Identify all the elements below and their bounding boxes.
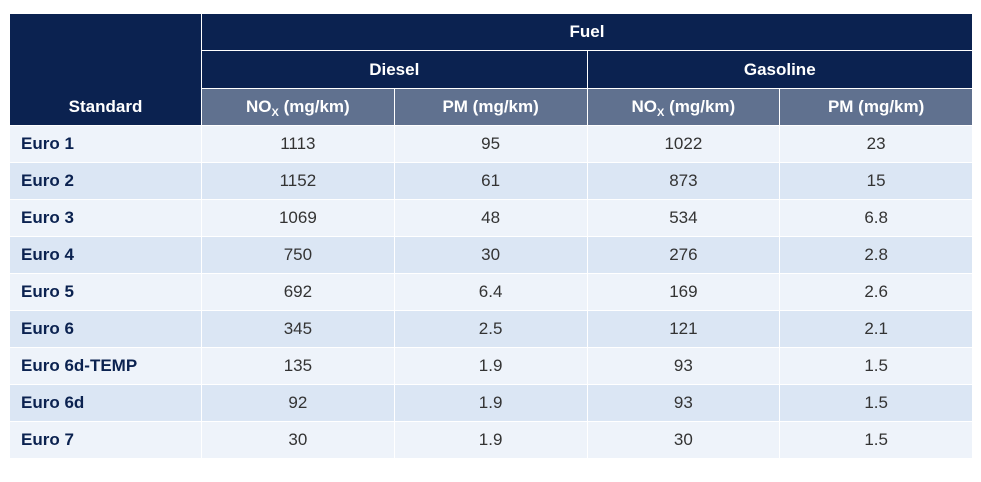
gasoline-nox-cell: 873 — [586, 162, 780, 199]
diesel-pm-cell: 61 — [393, 162, 587, 199]
gasoline-pm-cell: 2.6 — [779, 273, 973, 310]
table-header: Standard Fuel Diesel Gasoline NOX (mg/km… — [10, 14, 973, 125]
standard-cell: Euro 7 — [10, 421, 201, 458]
gasoline-pm-cell: 2.8 — [779, 236, 973, 273]
diesel-header: Diesel — [201, 50, 587, 88]
nox-unit: (mg/km) — [278, 97, 350, 116]
nox-subscript: X — [657, 107, 665, 119]
table-row: Euro 5 692 6.4 169 2.6 — [10, 273, 973, 310]
gasoline-nox-cell: 276 — [586, 236, 780, 273]
nox-prefix: NO — [246, 97, 272, 116]
diesel-pm-cell: 30 — [393, 236, 587, 273]
gasoline-nox-cell: 169 — [586, 273, 780, 310]
standard-cell: Euro 4 — [10, 236, 201, 273]
diesel-pm-cell: 1.9 — [393, 384, 587, 421]
standard-cell: Euro 3 — [10, 199, 201, 236]
table-row: Euro 4 750 30 276 2.8 — [10, 236, 973, 273]
fuel-header: Fuel — [201, 14, 973, 50]
gasoline-nox-cell: 93 — [586, 347, 780, 384]
diesel-pm-cell: 95 — [393, 125, 587, 162]
table-row: Euro 6d-TEMP 135 1.9 93 1.5 — [10, 347, 973, 384]
diesel-nox-cell: 1069 — [201, 199, 394, 236]
nox-unit: (mg/km) — [664, 97, 736, 116]
gasoline-header: Gasoline — [586, 50, 973, 88]
gasoline-nox-cell: 1022 — [586, 125, 780, 162]
diesel-nox-cell: 750 — [201, 236, 394, 273]
standard-cell: Euro 2 — [10, 162, 201, 199]
table-row: Euro 3 1069 48 534 6.8 — [10, 199, 973, 236]
gasoline-pm-cell: 15 — [779, 162, 973, 199]
gasoline-pm-cell: 6.8 — [779, 199, 973, 236]
diesel-nox-cell: 135 — [201, 347, 394, 384]
gasoline-nox-cell: 30 — [586, 421, 780, 458]
table-row: Euro 6d 92 1.9 93 1.5 — [10, 384, 973, 421]
table-row: Euro 1 1113 95 1022 23 — [10, 125, 973, 162]
diesel-nox-cell: 345 — [201, 310, 394, 347]
gasoline-pm-cell: 2.1 — [779, 310, 973, 347]
diesel-nox-cell: 92 — [201, 384, 394, 421]
nox-prefix: NO — [631, 97, 658, 116]
diesel-pm-cell: 2.5 — [393, 310, 587, 347]
table-row: Euro 7 30 1.9 30 1.5 — [10, 421, 973, 458]
diesel-nox-header: NOX (mg/km) — [201, 88, 394, 125]
standard-cell: Euro 6d — [10, 384, 201, 421]
diesel-nox-cell: 1152 — [201, 162, 394, 199]
diesel-pm-header: PM (mg/km) — [393, 88, 587, 125]
gasoline-pm-cell: 1.5 — [779, 347, 973, 384]
diesel-nox-cell: 30 — [201, 421, 394, 458]
standard-cell: Euro 5 — [10, 273, 201, 310]
standard-header: Standard — [10, 14, 201, 125]
diesel-nox-cell: 692 — [201, 273, 394, 310]
gasoline-nox-cell: 93 — [586, 384, 780, 421]
gasoline-pm-cell: 1.5 — [779, 384, 973, 421]
gasoline-nox-cell: 534 — [586, 199, 780, 236]
table-row: Euro 2 1152 61 873 15 — [10, 162, 973, 199]
nox-subscript: X — [271, 107, 279, 119]
table-body: Euro 1 1113 95 1022 23 Euro 2 1152 61 87… — [10, 125, 973, 458]
gasoline-nox-header: NOX (mg/km) — [586, 88, 780, 125]
standard-cell: Euro 6 — [10, 310, 201, 347]
gasoline-pm-cell: 1.5 — [779, 421, 973, 458]
diesel-nox-cell: 1113 — [201, 125, 394, 162]
diesel-pm-cell: 1.9 — [393, 421, 587, 458]
diesel-pm-cell: 1.9 — [393, 347, 587, 384]
diesel-pm-cell: 6.4 — [393, 273, 587, 310]
diesel-pm-cell: 48 — [393, 199, 587, 236]
gasoline-pm-header: PM (mg/km) — [779, 88, 973, 125]
standard-cell: Euro 6d-TEMP — [10, 347, 201, 384]
gasoline-nox-cell: 121 — [586, 310, 780, 347]
standard-cell: Euro 1 — [10, 125, 201, 162]
table-row: Euro 6 345 2.5 121 2.1 — [10, 310, 973, 347]
emission-standards-table: Standard Fuel Diesel Gasoline NOX (mg/km… — [10, 14, 973, 458]
gasoline-pm-cell: 23 — [779, 125, 973, 162]
